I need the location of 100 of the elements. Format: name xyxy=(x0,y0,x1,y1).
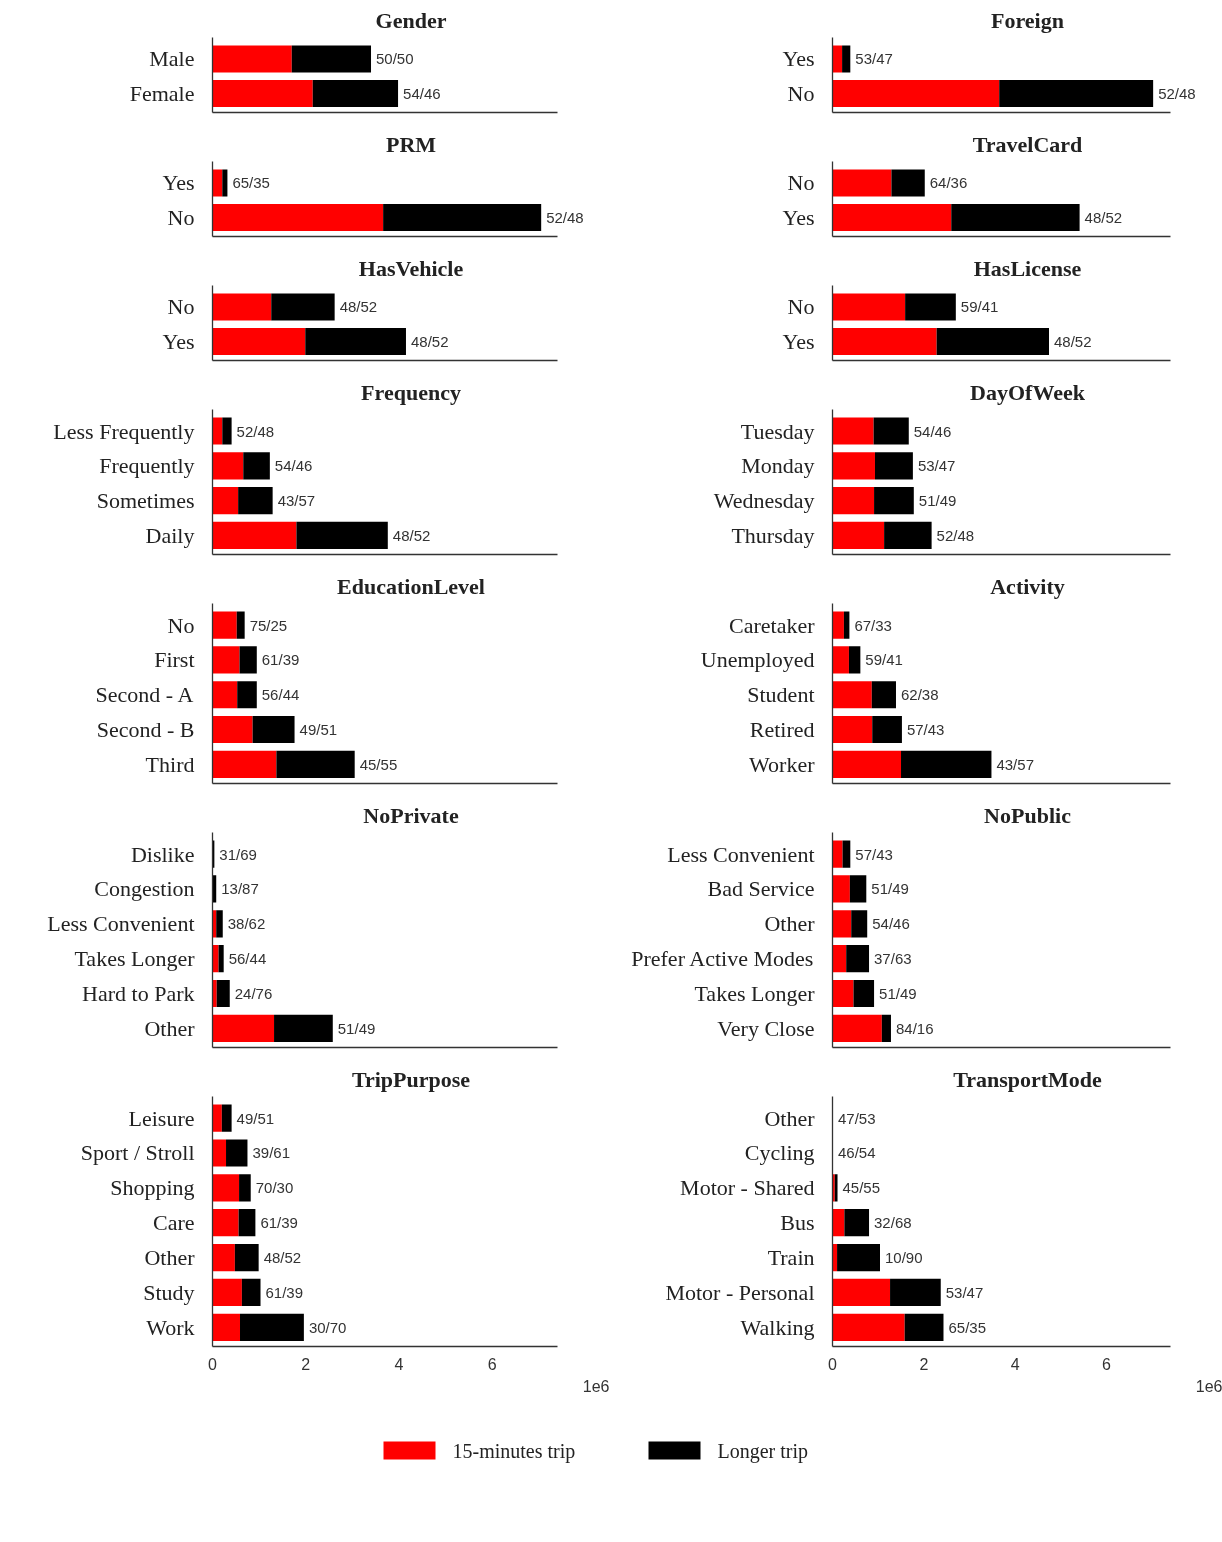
data-label: 51/49 xyxy=(337,1019,376,1037)
data-label: 53/47 xyxy=(917,457,956,475)
data-label: 65/35 xyxy=(948,1318,987,1336)
y-tick-label: Less Convenient xyxy=(47,911,195,937)
data-label: 13/87 xyxy=(221,880,259,898)
chart-title: Activity xyxy=(990,573,1065,599)
x-tick-label: 2 xyxy=(919,1355,929,1373)
data-label: 84/16 xyxy=(895,1019,934,1037)
y-tick-label: Dislike xyxy=(130,841,195,867)
y-tick-label: First xyxy=(154,647,195,673)
y-tick-label: Study xyxy=(143,1279,195,1305)
x-tick-label: 6 xyxy=(1102,1355,1112,1373)
x-tick-label: 2 xyxy=(301,1355,311,1373)
chart-title: HasVehicle xyxy=(358,255,464,281)
y-tick-label: Less Convenient xyxy=(667,841,815,867)
y-tick-label: Care xyxy=(152,1210,195,1236)
data-label: 31/69 xyxy=(219,845,257,863)
data-label: 61/39 xyxy=(260,1214,298,1232)
chart-title: Foreign xyxy=(991,7,1064,33)
chart-title: NoPublic xyxy=(984,802,1072,828)
y-tick-label: Takes Longer xyxy=(74,946,196,972)
data-label: 48/52 xyxy=(339,298,378,316)
y-tick-label: Unemployed xyxy=(700,647,815,673)
y-tick-label: Yes xyxy=(782,328,815,354)
y-tick-label: Prefer Active Modes xyxy=(631,946,814,972)
y-tick-label: Thursday xyxy=(731,522,815,548)
data-label: 53/47 xyxy=(945,1283,984,1301)
chart-title: Gender xyxy=(375,7,447,33)
data-label: 67/33 xyxy=(854,616,892,634)
data-label: 52/48 xyxy=(546,208,584,226)
data-label: 48/52 xyxy=(1054,332,1092,350)
chart-title: TransportMode xyxy=(953,1066,1103,1092)
data-label: 59/41 xyxy=(960,298,999,316)
data-label: 48/52 xyxy=(392,526,431,544)
data-label: 47/53 xyxy=(837,1109,876,1127)
data-label: 45/55 xyxy=(842,1179,881,1197)
y-tick-label: Leisure xyxy=(128,1105,195,1131)
y-tick-label: Work xyxy=(146,1314,195,1340)
y-tick-label: Yes xyxy=(162,170,195,196)
chart-title: EducationLevel xyxy=(337,573,485,599)
data-label: 56/44 xyxy=(261,686,300,704)
data-label: 70/30 xyxy=(255,1179,294,1197)
chart-title: DayOfWeek xyxy=(970,379,1086,405)
data-label: 61/39 xyxy=(261,651,300,669)
y-tick-label: Tuesday xyxy=(740,418,815,444)
y-tick-label: No xyxy=(787,294,815,320)
text: 1e6 xyxy=(582,1377,610,1395)
y-tick-label: Motor - Personal xyxy=(665,1279,815,1305)
y-tick-label: Daily xyxy=(145,522,195,548)
data-label: 51/49 xyxy=(918,492,957,510)
data-label: 43/57 xyxy=(996,755,1034,773)
y-tick-label: No xyxy=(167,612,195,638)
chart-title: Frequency xyxy=(361,379,461,405)
y-tick-label: Shopping xyxy=(110,1175,195,1201)
y-tick-label: Second - A xyxy=(95,682,194,708)
data-label: 54/46 xyxy=(872,915,910,933)
data-label: 10/90 xyxy=(885,1249,923,1267)
data-label: 54/46 xyxy=(403,84,441,102)
chart-title: NoPrivate xyxy=(363,802,459,828)
data-label: 46/54 xyxy=(837,1144,876,1162)
y-tick-label: Walking xyxy=(740,1314,815,1340)
legend-label: 15-minutes trip xyxy=(452,1439,576,1463)
y-tick-label: Frequently xyxy=(99,453,195,479)
y-tick-label: Student xyxy=(747,682,815,708)
y-tick-label: Caretaker xyxy=(729,612,816,638)
chart-title: TripPurpose xyxy=(351,1066,471,1092)
y-tick-label: Yes xyxy=(782,46,815,72)
y-tick-label: Other xyxy=(764,911,816,937)
y-tick-label: Other xyxy=(144,1245,196,1271)
y-tick-label: Takes Longer xyxy=(694,980,816,1006)
y-tick-label: Hard to Park xyxy=(82,980,195,1006)
x-tick-label: 6 xyxy=(487,1355,497,1373)
data-label: 49/51 xyxy=(236,1109,275,1127)
y-tick-label: Very Close xyxy=(717,1015,815,1041)
y-tick-label: Third xyxy=(145,751,195,777)
y-tick-label: No xyxy=(787,80,815,106)
y-tick-label: Other xyxy=(764,1105,816,1131)
y-tick-label: Monday xyxy=(741,453,815,479)
y-tick-label: Second - B xyxy=(96,717,195,743)
data-label: 45/55 xyxy=(359,755,398,773)
y-tick-label: Sometimes xyxy=(96,488,195,514)
text: 1e6 xyxy=(1195,1377,1222,1395)
data-label: 30/70 xyxy=(308,1318,347,1336)
data-label: 51/49 xyxy=(871,880,909,898)
y-tick-label: Male xyxy=(149,46,195,72)
x-tick-label: 4 xyxy=(1010,1355,1020,1373)
y-tick-label: Less Frequently xyxy=(53,418,195,444)
data-label: 48/52 xyxy=(263,1249,302,1267)
y-tick-label: Retired xyxy=(749,717,815,743)
data-label: 62/38 xyxy=(900,686,939,704)
y-tick-label: Wednesday xyxy=(713,488,815,514)
x-tick-label: 0 xyxy=(828,1355,838,1373)
y-tick-label: No xyxy=(167,204,195,230)
chart-title: TravelCard xyxy=(972,131,1083,157)
chart-title: HasLicense xyxy=(973,255,1082,281)
y-tick-label: Cycling xyxy=(744,1140,815,1166)
data-label: 49/51 xyxy=(299,721,338,739)
y-tick-label: Bus xyxy=(780,1210,815,1236)
data-label: 50/50 xyxy=(376,50,414,68)
legend-label: Longer trip xyxy=(717,1439,809,1463)
